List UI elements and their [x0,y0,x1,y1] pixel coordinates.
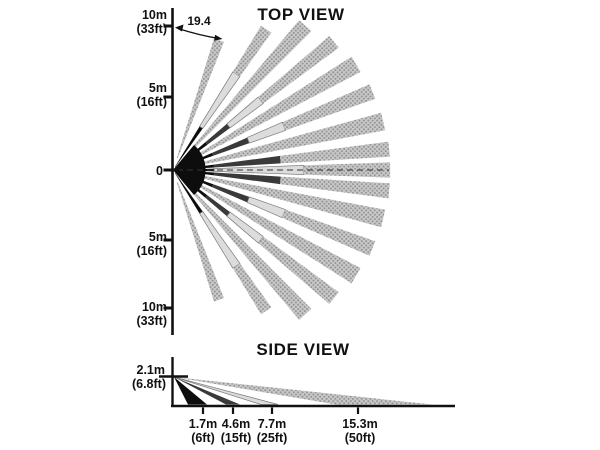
axis-label-zero: 0 [156,164,163,178]
axis-label-33ft-bottom: (33ft) [136,314,167,328]
floor-label-1-7m: 1.7m [189,417,218,431]
axis-label-16ft-bottom: (16ft) [136,244,167,258]
top-beam-segment-max [282,84,376,131]
axis-label-10m-top: 10m [142,8,167,22]
axis-label-5m-bottom: 5m [149,230,167,244]
top-beam-segment-max [176,38,224,159]
beam-angle-label: 19.4 [187,14,211,28]
top-beam-segment-max [280,141,390,164]
axis-label-10m-bottom: 10m [142,300,167,314]
floor-label-4-6m: 4.6m [222,417,251,431]
floor-sublabel-15ft: (15ft) [221,431,252,445]
top-beam-segment-mid [212,184,250,203]
side-view-title: SIDE VIEW [256,340,350,359]
arc-arrowhead-right-icon [214,34,223,41]
floor-sublabel-6ft: (6ft) [191,431,215,445]
top-beam-segment-max [183,20,312,159]
axis-label-5m-top: 5m [149,81,167,95]
top-beam-segment-near [174,172,203,214]
arc-arrowhead-left-icon [175,24,184,32]
top-beam-segment-max [258,36,339,104]
top-view: TOP VIEW 10m (33ft) 5m (16ft) 0 5m (16ft… [136,5,391,335]
top-beam-segment-max [176,181,224,302]
top-beam-segment-mid [205,123,231,145]
side-view: SIDE VIEW 2.1m (6.8ft) 1.7m (6ft) 4.6m (… [132,340,455,445]
top-view-beam-fan [174,20,391,320]
floor-sublabel-50ft: (50ft) [345,431,376,445]
top-beam-segment-max [303,162,391,178]
mount-height-sublabel: (6.8ft) [132,377,166,391]
top-beam-segment-max [188,172,386,228]
floor-label-7-7m: 7.7m [258,417,287,431]
mount-height-label: 2.1m [137,363,166,377]
side-beam-max-range [174,377,432,405]
top-beam-segment-max [280,176,390,199]
top-beam-segment-mid [212,137,250,156]
floor-sublabel-25ft: (25ft) [257,431,288,445]
axis-label-33ft-top: (33ft) [136,22,167,36]
top-beam-segment-max [186,56,361,163]
top-beam-segment-near [174,126,203,168]
axis-label-16ft-top: (16ft) [136,95,167,109]
top-beam-segment-mid [205,195,231,217]
top-beam-segment-max [188,112,386,168]
top-beam-segment-max [258,236,339,304]
top-beam-segment-max [232,25,272,77]
floor-label-15-3m: 15.3m [342,417,377,431]
beam-angle-arc [177,27,220,40]
side-beam-near-range [174,377,207,405]
top-beam-segment-mid [213,155,281,168]
side-beam-mid-range [174,377,240,405]
top-beam-segment-max [186,177,361,284]
top-beam-segment-mid [213,172,281,185]
top-view-title: TOP VIEW [257,5,345,24]
top-beam-segment-max [183,181,312,320]
top-beam-segment-max [282,209,376,256]
side-beam-far-range [173,376,279,405]
top-beam-segment-max [232,263,272,315]
